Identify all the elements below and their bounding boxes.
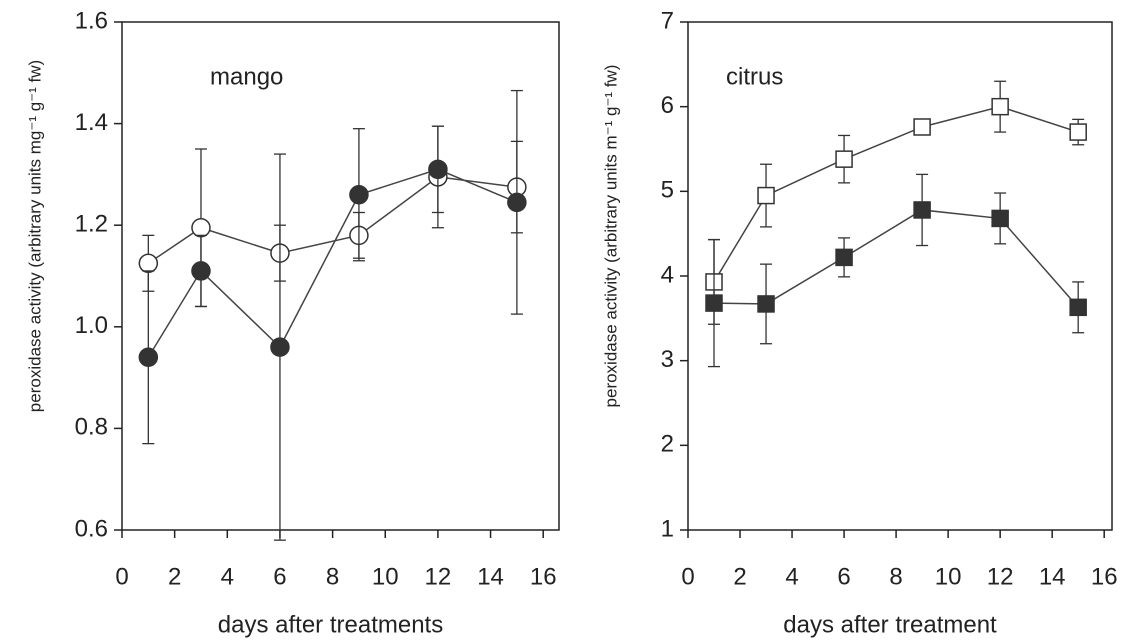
y-tick-label: 3 bbox=[661, 346, 674, 373]
x-tick-label: 12 bbox=[425, 563, 452, 590]
x-tick-label: 0 bbox=[681, 563, 694, 590]
series-line bbox=[147, 168, 518, 358]
x-tick-label: 10 bbox=[372, 563, 399, 590]
y-tick-label: 1.4 bbox=[75, 109, 108, 136]
marker bbox=[349, 184, 369, 205]
y-tick-label: 0.6 bbox=[75, 515, 108, 542]
marker bbox=[757, 295, 775, 313]
marker bbox=[835, 150, 853, 168]
y-tick-label: 2 bbox=[661, 431, 674, 458]
marker bbox=[138, 347, 159, 368]
y-tick-label: 5 bbox=[661, 177, 674, 204]
marker bbox=[191, 217, 211, 238]
plot-frame bbox=[687, 21, 1113, 531]
x-tick-label: 12 bbox=[987, 563, 1014, 590]
x-tick-label: 4 bbox=[221, 563, 234, 590]
marker bbox=[991, 209, 1009, 228]
x-tick-label: 8 bbox=[889, 563, 902, 590]
marker bbox=[757, 186, 775, 205]
y-tick-label: 4 bbox=[661, 261, 674, 288]
x-tick-label: 16 bbox=[530, 563, 557, 590]
x-tick-label: 2 bbox=[168, 563, 181, 590]
panel-title: citrus bbox=[726, 63, 783, 90]
marker bbox=[913, 118, 931, 136]
y-tick-label: 1.2 bbox=[75, 211, 108, 238]
series-line bbox=[714, 209, 1079, 308]
marker bbox=[270, 337, 290, 357]
y-tick-label: 1 bbox=[661, 515, 674, 542]
x-tick-label: 8 bbox=[326, 563, 339, 590]
y-tick-label: 1.0 bbox=[75, 312, 108, 339]
x-axis-label: days after treatment bbox=[783, 611, 997, 638]
plot-frame bbox=[121, 21, 560, 531]
marker bbox=[1069, 123, 1087, 141]
marker bbox=[991, 97, 1009, 116]
x-tick-label: 10 bbox=[935, 563, 962, 590]
x-tick-label: 6 bbox=[837, 563, 850, 590]
marker bbox=[507, 192, 527, 213]
y-tick-label: 7 bbox=[661, 7, 674, 34]
series-line bbox=[147, 176, 517, 264]
x-axis-label: days after treatments bbox=[218, 611, 443, 638]
marker bbox=[835, 248, 853, 267]
marker bbox=[913, 201, 931, 219]
marker bbox=[191, 261, 211, 281]
y-tick-label: 1.6 bbox=[75, 7, 108, 34]
x-tick-label: 2 bbox=[733, 563, 746, 590]
x-tick-label: 4 bbox=[785, 563, 798, 590]
marker bbox=[138, 253, 159, 274]
panel-title: mango bbox=[210, 63, 283, 90]
x-tick-label: 14 bbox=[1039, 563, 1066, 590]
series-line bbox=[713, 105, 1079, 283]
x-tick-label: 16 bbox=[1091, 563, 1118, 590]
marker bbox=[705, 294, 723, 312]
y-tick-label: 0.8 bbox=[75, 414, 108, 441]
marker bbox=[428, 159, 448, 180]
x-tick-label: 0 bbox=[115, 563, 128, 590]
y-tick-label: 6 bbox=[661, 92, 674, 119]
x-tick-label: 6 bbox=[273, 563, 286, 590]
y-axis-label: peroxidase activity (arbitrary units mg⁻… bbox=[25, 60, 44, 412]
marker bbox=[1069, 298, 1087, 317]
x-tick-label: 14 bbox=[477, 563, 504, 590]
y-axis-label: peroxidase activity (arbitrary units m⁻¹… bbox=[601, 65, 620, 408]
